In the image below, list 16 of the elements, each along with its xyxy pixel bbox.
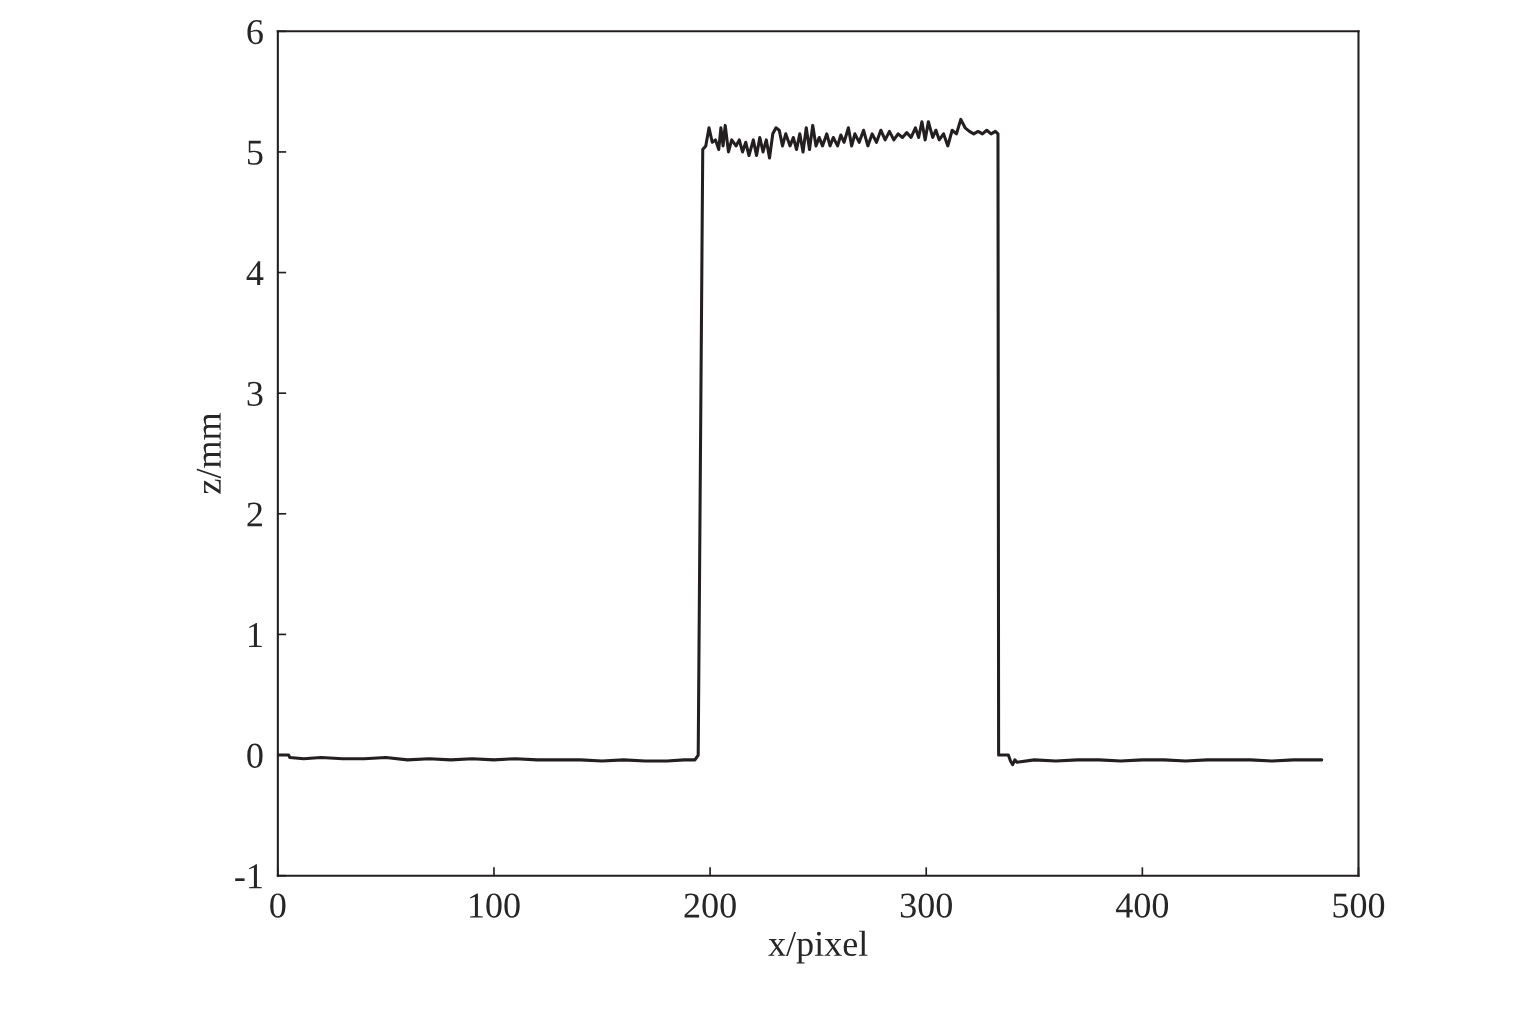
y-tick-label: 2 xyxy=(247,502,262,527)
x-tick-label: 200 xyxy=(684,893,736,918)
x-tick-label: 100 xyxy=(470,893,520,918)
x-tick-label: 0 xyxy=(270,893,286,918)
x-axis-title: x/pixel xyxy=(768,930,868,964)
x-tick-label: 300 xyxy=(900,893,952,918)
y-axis-title: z/mm xyxy=(196,412,221,494)
y-tick-label: 4 xyxy=(246,261,264,286)
y-tick-label: 3 xyxy=(247,381,263,407)
y-tick-label: 6 xyxy=(247,19,263,45)
y-tick-label: 1 xyxy=(249,623,262,647)
x-tick-label: 400 xyxy=(1115,893,1169,918)
y-tick-label: 5 xyxy=(247,140,263,165)
y-tick-label: -1 xyxy=(235,864,262,889)
x-tick-label: 500 xyxy=(1333,893,1385,918)
y-tick-label: 0 xyxy=(247,743,263,768)
